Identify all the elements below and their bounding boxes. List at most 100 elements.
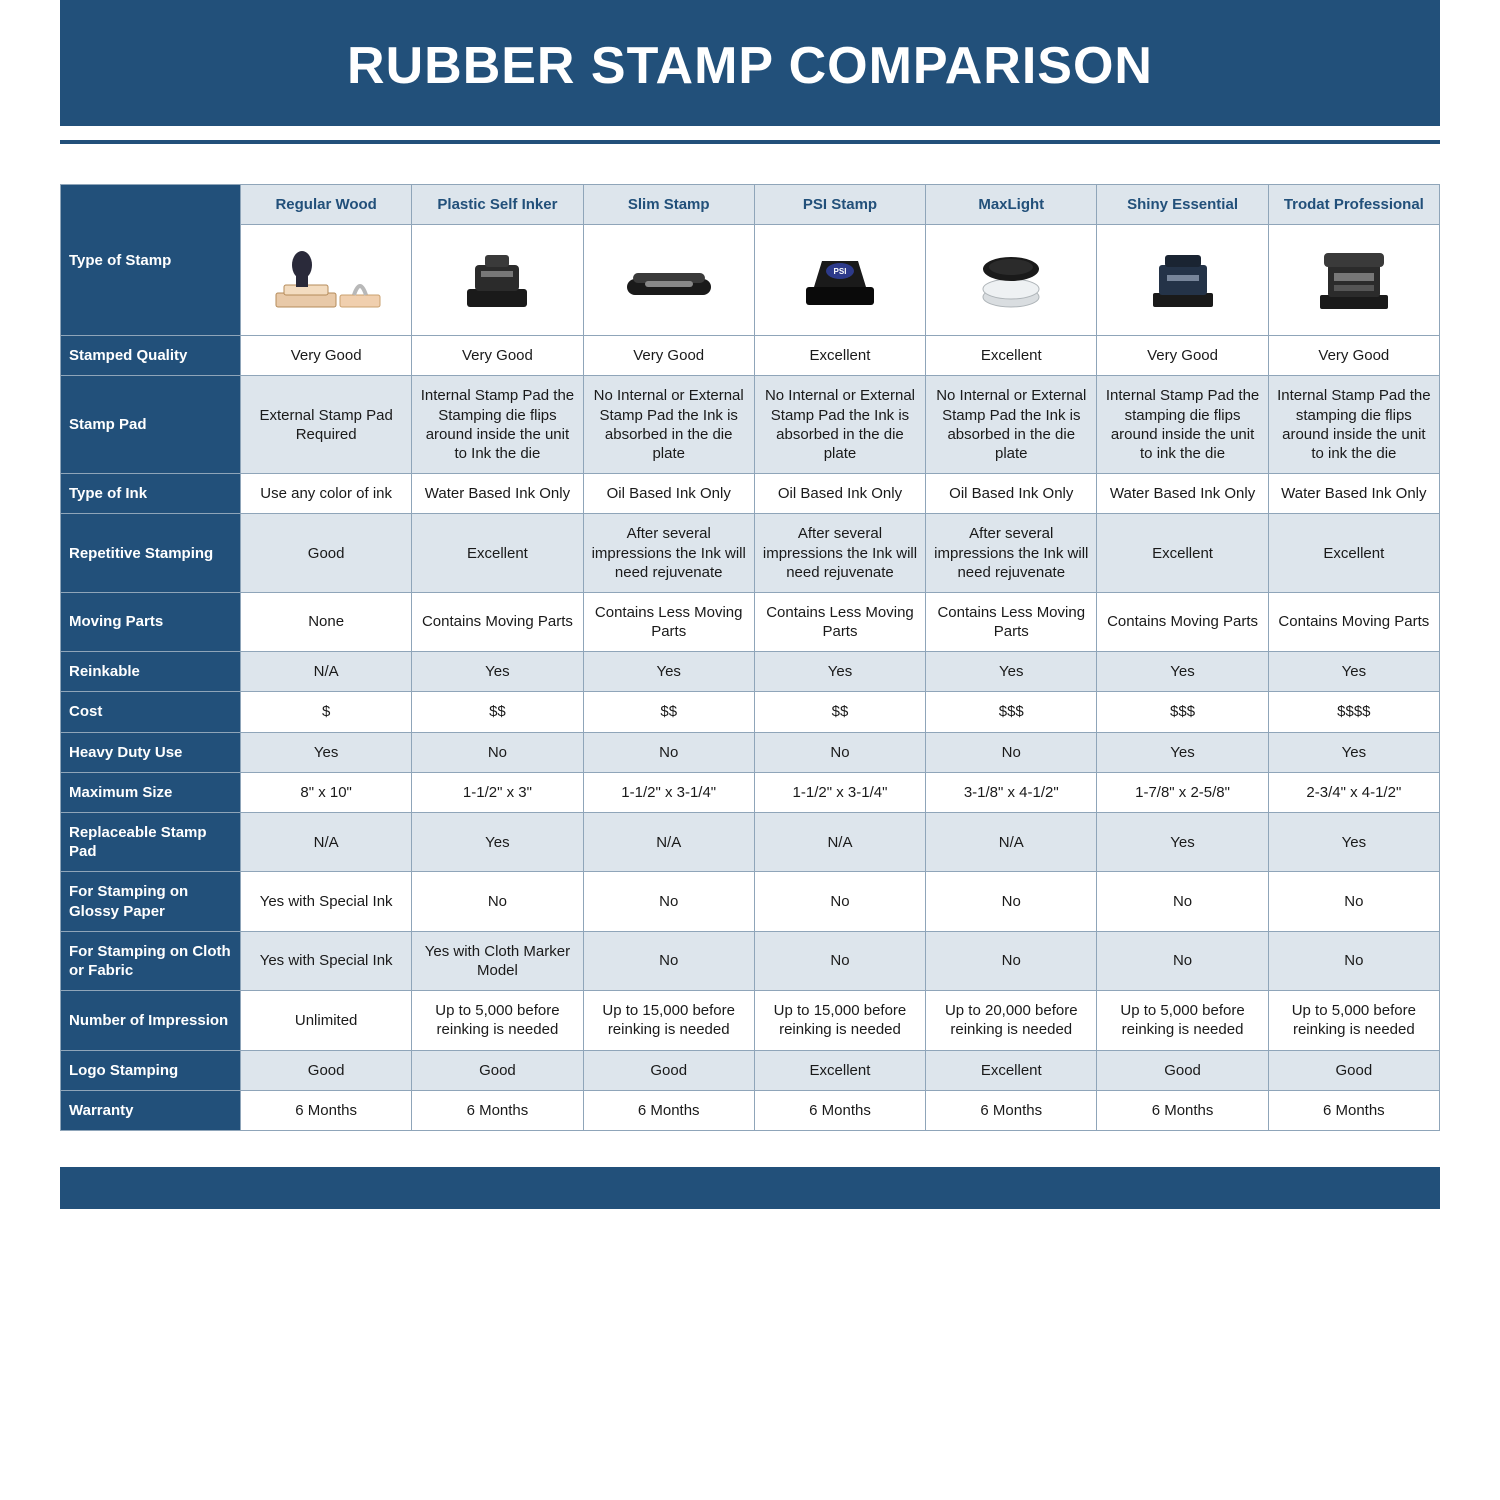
table-cell: 6 Months — [754, 1090, 925, 1130]
table-cell: $$$$ — [1268, 692, 1439, 732]
table-cell: After several impressions the Ink will n… — [754, 514, 925, 593]
table-cell: Excellent — [1268, 514, 1439, 593]
footer-bar — [60, 1167, 1440, 1209]
table-row: Warranty6 Months6 Months6 Months6 Months… — [61, 1090, 1440, 1130]
table-cell: 6 Months — [412, 1090, 583, 1130]
table-cell: Excellent — [926, 336, 1097, 376]
table-header-row: Type of Stamp Regular Wood Plastic Self … — [61, 185, 1440, 225]
shiny-essential-icon — [1097, 225, 1268, 336]
row-label: Moving Parts — [61, 592, 241, 651]
table-cell: Very Good — [412, 336, 583, 376]
table-cell: Very Good — [1097, 336, 1268, 376]
table-row: Cost$$$$$$$$$$$$$$$$$ — [61, 692, 1440, 732]
row-label: Cost — [61, 692, 241, 732]
table-cell: Water Based Ink Only — [412, 474, 583, 514]
row-label: Stamp Pad — [61, 376, 241, 474]
table-cell: Yes — [754, 652, 925, 692]
table-cell: Unlimited — [241, 991, 412, 1050]
table-cell: No — [1097, 872, 1268, 931]
table-cell: Yes with Special Ink — [241, 931, 412, 990]
row-label: Warranty — [61, 1090, 241, 1130]
table-cell: Yes — [1097, 732, 1268, 772]
row-label: Stamped Quality — [61, 336, 241, 376]
table-cell: Yes — [1268, 813, 1439, 872]
maxlight-stamp-icon — [926, 225, 1097, 336]
table-cell: Good — [1268, 1050, 1439, 1090]
wood-stamp-icon — [241, 225, 412, 336]
table-row: Number of ImpressionUnlimitedUp to 5,000… — [61, 991, 1440, 1050]
table-row: For Stamping on Glossy PaperYes with Spe… — [61, 872, 1440, 931]
table-cell: Contains Less Moving Parts — [583, 592, 754, 651]
table-cell: Internal Stamp Pad the stamping die flip… — [1097, 376, 1268, 474]
table-cell: No — [1268, 872, 1439, 931]
table-cell: 8" x 10" — [241, 772, 412, 812]
table-cell: Internal Stamp Pad the stamping die flip… — [1268, 376, 1439, 474]
table-cell: N/A — [754, 813, 925, 872]
table-cell: 6 Months — [926, 1090, 1097, 1130]
table-cell: Good — [241, 1050, 412, 1090]
table-cell: Water Based Ink Only — [1268, 474, 1439, 514]
table-cell: After several impressions the Ink will n… — [926, 514, 1097, 593]
table-row: Moving PartsNoneContains Moving PartsCon… — [61, 592, 1440, 651]
row-label: Replaceable Stamp Pad — [61, 813, 241, 872]
table-cell: Yes — [412, 652, 583, 692]
table-row: Heavy Duty UseYesNoNoNoNoYesYes — [61, 732, 1440, 772]
table-cell: 1-1/2" x 3" — [412, 772, 583, 812]
comparison-table: Type of Stamp Regular Wood Plastic Self … — [60, 184, 1440, 1131]
table-cell: Contains Moving Parts — [1097, 592, 1268, 651]
svg-text:PSI: PSI — [834, 267, 847, 276]
table-cell: Contains Moving Parts — [412, 592, 583, 651]
table-cell: Good — [241, 514, 412, 593]
table-cell: $$ — [754, 692, 925, 732]
table-row: Repetitive StampingGoodExcellentAfter se… — [61, 514, 1440, 593]
table-row: Maximum Size8" x 10"1-1/2" x 3"1-1/2" x … — [61, 772, 1440, 812]
table-cell: 6 Months — [1268, 1090, 1439, 1130]
table-cell: Use any color of ink — [241, 474, 412, 514]
table-cell: Very Good — [1268, 336, 1439, 376]
table-cell: Yes — [241, 732, 412, 772]
table-cell: Yes — [1097, 813, 1268, 872]
table-cell: Up to 5,000 before reinking is needed — [412, 991, 583, 1050]
slim-stamp-icon — [583, 225, 754, 336]
table-cell: Yes — [926, 652, 1097, 692]
table-row: Type of InkUse any color of inkWater Bas… — [61, 474, 1440, 514]
table-cell: Up to 5,000 before reinking is needed — [1268, 991, 1439, 1050]
col-header: Plastic Self Inker — [412, 185, 583, 225]
table-cell: 1-1/2" x 3-1/4" — [583, 772, 754, 812]
table-cell: Oil Based Ink Only — [926, 474, 1097, 514]
table-cell: $$ — [583, 692, 754, 732]
table-cell: No — [583, 872, 754, 931]
row-label: Maximum Size — [61, 772, 241, 812]
table-cell: Oil Based Ink Only — [754, 474, 925, 514]
table-cell: Very Good — [241, 336, 412, 376]
table-cell: $ — [241, 692, 412, 732]
table-cell: Yes — [1268, 732, 1439, 772]
table-cell: $$$ — [926, 692, 1097, 732]
table-cell: Oil Based Ink Only — [583, 474, 754, 514]
col-header: MaxLight — [926, 185, 1097, 225]
col-header: PSI Stamp — [754, 185, 925, 225]
table-cell: Yes — [1097, 652, 1268, 692]
table-cell: No — [926, 872, 1097, 931]
table-cell: No — [926, 931, 1097, 990]
col-header: Regular Wood — [241, 185, 412, 225]
table-cell: Good — [1097, 1050, 1268, 1090]
table-cell: Up to 15,000 before reinking is needed — [754, 991, 925, 1050]
table-cell: 6 Months — [583, 1090, 754, 1130]
table-cell: Internal Stamp Pad the Stamping die flip… — [412, 376, 583, 474]
col-header: Trodat Professional — [1268, 185, 1439, 225]
table-cell: Yes — [583, 652, 754, 692]
table-cell: Up to 5,000 before reinking is needed — [1097, 991, 1268, 1050]
table-cell: No — [1268, 931, 1439, 990]
table-row: Stamped QualityVery GoodVery GoodVery Go… — [61, 336, 1440, 376]
table-cell: No — [1097, 931, 1268, 990]
table-cell: Good — [412, 1050, 583, 1090]
table-cell: $$$ — [1097, 692, 1268, 732]
table-row: Replaceable Stamp PadN/AYesN/AN/AN/AYesY… — [61, 813, 1440, 872]
table-image-row: PSI — [61, 225, 1440, 336]
table-cell: None — [241, 592, 412, 651]
title-bar: RUBBER STAMP COMPARISON — [60, 0, 1440, 126]
table-cell: Yes — [1268, 652, 1439, 692]
table-cell: External Stamp Pad Required — [241, 376, 412, 474]
row-label: Heavy Duty Use — [61, 732, 241, 772]
